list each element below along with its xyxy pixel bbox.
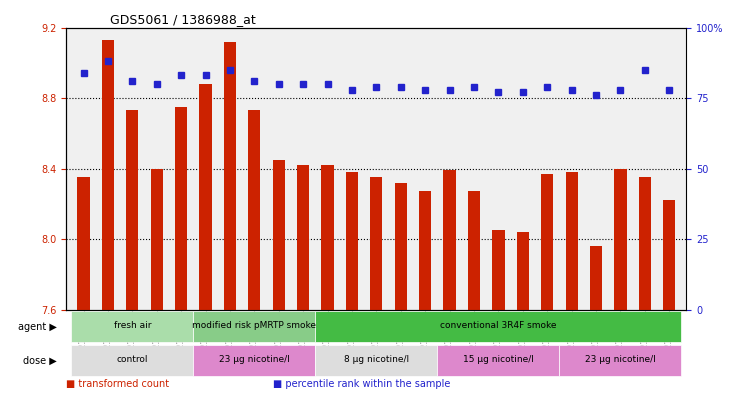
Text: ■ percentile rank within the sample: ■ percentile rank within the sample <box>273 379 450 389</box>
Text: dose ▶: dose ▶ <box>24 355 57 365</box>
Bar <box>126 110 139 310</box>
Bar <box>639 177 651 310</box>
Bar <box>370 177 382 310</box>
Text: conventional 3R4F smoke: conventional 3R4F smoke <box>440 321 556 331</box>
FancyBboxPatch shape <box>315 311 681 342</box>
Bar <box>199 84 212 310</box>
Bar <box>614 169 627 310</box>
FancyBboxPatch shape <box>193 311 315 342</box>
FancyBboxPatch shape <box>72 345 193 376</box>
Bar <box>565 172 578 310</box>
Text: agent ▶: agent ▶ <box>18 321 57 332</box>
Bar <box>224 42 236 310</box>
Bar <box>175 107 187 310</box>
Bar <box>590 246 602 310</box>
Text: 8 μg nicotine/l: 8 μg nicotine/l <box>344 355 409 364</box>
FancyBboxPatch shape <box>315 345 438 376</box>
FancyBboxPatch shape <box>72 311 193 342</box>
Bar <box>541 174 554 310</box>
Bar <box>663 200 675 310</box>
Bar <box>77 177 89 310</box>
Bar <box>468 191 480 310</box>
Bar <box>395 183 407 310</box>
Text: 15 μg nicotine/l: 15 μg nicotine/l <box>463 355 534 364</box>
Text: control: control <box>117 355 148 364</box>
Text: 23 μg nicotine/l: 23 μg nicotine/l <box>219 355 290 364</box>
Bar <box>322 165 334 310</box>
Bar <box>492 230 505 310</box>
Text: fresh air: fresh air <box>114 321 151 331</box>
Text: ■ transformed count: ■ transformed count <box>66 379 170 389</box>
FancyBboxPatch shape <box>438 345 559 376</box>
Bar <box>517 232 529 310</box>
Bar <box>102 40 114 310</box>
Text: modified risk pMRTP smoke: modified risk pMRTP smoke <box>193 321 317 331</box>
Bar <box>151 169 163 310</box>
Text: 23 μg nicotine/l: 23 μg nicotine/l <box>585 355 656 364</box>
Bar <box>419 191 431 310</box>
Bar <box>444 170 455 310</box>
Bar <box>272 160 285 310</box>
Text: GDS5061 / 1386988_at: GDS5061 / 1386988_at <box>110 13 255 26</box>
FancyBboxPatch shape <box>193 345 315 376</box>
FancyBboxPatch shape <box>559 345 681 376</box>
Bar <box>346 172 358 310</box>
Bar <box>297 165 309 310</box>
Bar <box>248 110 261 310</box>
